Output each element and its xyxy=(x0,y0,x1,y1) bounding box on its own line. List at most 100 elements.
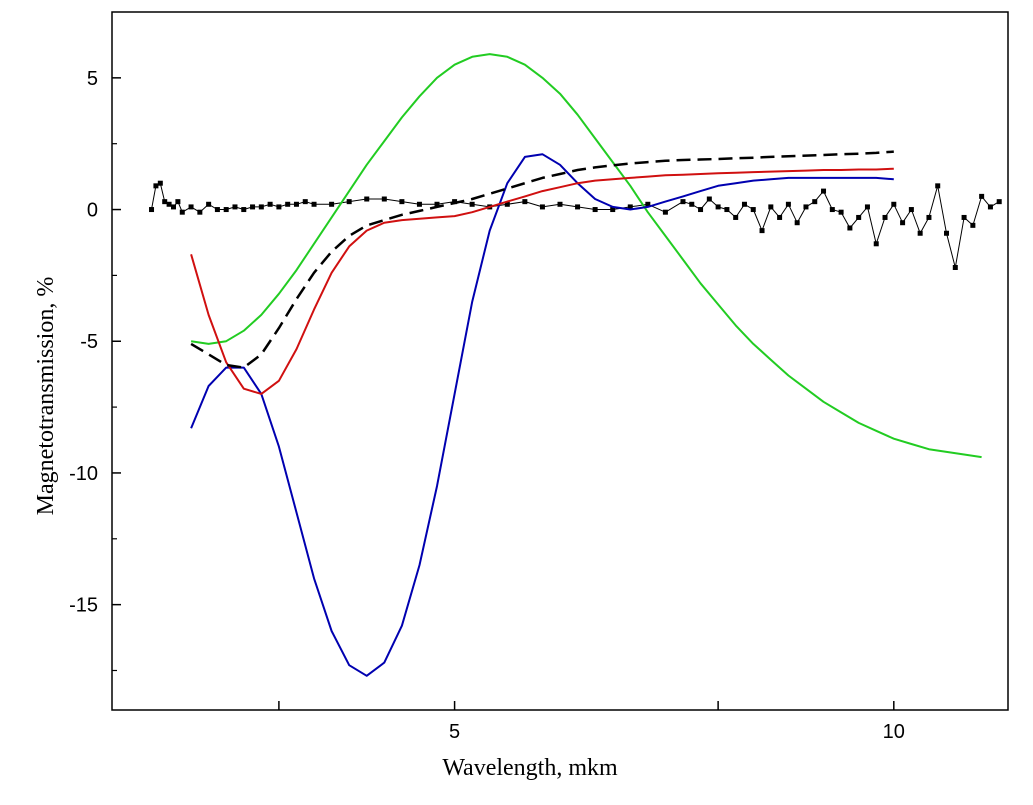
data-point xyxy=(539,204,545,210)
data-point xyxy=(706,196,712,202)
data-point xyxy=(777,214,783,220)
data-point xyxy=(935,183,941,189)
data-point xyxy=(724,207,730,213)
series-line-red xyxy=(190,167,894,395)
data-point xyxy=(873,241,879,247)
x-axis-title: Wavelength, mkm xyxy=(442,755,618,781)
data-point xyxy=(847,225,853,231)
data-point xyxy=(908,207,914,213)
data-point xyxy=(416,201,422,207)
data-point xyxy=(522,199,528,205)
data-point xyxy=(996,199,1002,205)
y-tick-label: 0 xyxy=(87,200,98,222)
data-point xyxy=(557,201,563,207)
data-point xyxy=(452,199,458,205)
data-point xyxy=(329,201,335,207)
data-point xyxy=(166,201,172,207)
data-point xyxy=(917,230,923,236)
data-point xyxy=(175,199,181,205)
y-tick-label: -15 xyxy=(69,595,98,617)
data-point xyxy=(149,207,155,213)
data-point xyxy=(232,204,238,210)
data-point xyxy=(715,204,721,210)
series-blue xyxy=(190,153,894,677)
data-point xyxy=(812,199,818,205)
series-experiment xyxy=(149,180,1002,270)
series-line-blue xyxy=(190,153,894,677)
data-point xyxy=(469,201,475,207)
data-point xyxy=(926,214,932,220)
series-red xyxy=(190,167,894,395)
data-point xyxy=(250,204,256,210)
data-point xyxy=(689,201,695,207)
data-point xyxy=(179,209,185,215)
series-line-dashed xyxy=(190,150,894,369)
data-point xyxy=(864,204,870,210)
data-point xyxy=(188,204,194,210)
x-tick-label: 5 xyxy=(449,721,460,743)
data-point xyxy=(157,180,163,186)
data-point xyxy=(153,183,159,189)
data-point xyxy=(970,222,976,228)
axes xyxy=(111,11,1009,711)
plot-frame xyxy=(111,11,1009,711)
data-point xyxy=(662,209,668,215)
data-point xyxy=(399,199,405,205)
data-point xyxy=(952,264,958,270)
data-point xyxy=(504,201,510,207)
data-point xyxy=(267,201,273,207)
data-point xyxy=(944,230,950,236)
data-point xyxy=(434,201,440,207)
data-point xyxy=(882,214,888,220)
data-point xyxy=(961,214,967,220)
data-point xyxy=(768,204,774,210)
data-point xyxy=(170,204,176,210)
data-point xyxy=(346,199,352,205)
data-point xyxy=(698,207,704,213)
data-point xyxy=(803,204,809,210)
data-point xyxy=(364,196,370,202)
data-point xyxy=(627,204,633,210)
series-layer xyxy=(149,53,1002,677)
data-point xyxy=(900,220,906,226)
data-point xyxy=(162,199,168,205)
data-point xyxy=(285,201,291,207)
data-point xyxy=(293,201,299,207)
data-point xyxy=(197,209,203,215)
data-point xyxy=(214,207,220,213)
x-tick-label: 10 xyxy=(883,721,905,743)
data-point xyxy=(821,188,827,194)
data-point xyxy=(575,204,581,210)
data-point xyxy=(785,201,791,207)
data-point xyxy=(206,201,212,207)
data-point xyxy=(750,207,756,213)
series-green xyxy=(190,53,982,459)
data-point xyxy=(979,193,985,199)
data-point xyxy=(610,207,616,213)
data-point xyxy=(381,196,387,202)
data-point xyxy=(987,204,993,210)
y-tick-label: 5 xyxy=(87,68,98,90)
data-point xyxy=(592,207,598,213)
data-point xyxy=(794,220,800,226)
data-point xyxy=(680,199,686,205)
series-dashed xyxy=(190,150,894,369)
data-point xyxy=(733,214,739,220)
data-point xyxy=(829,207,835,213)
data-point xyxy=(241,207,247,213)
y-axis-title: Magnetotransmission, % xyxy=(33,277,59,516)
data-point xyxy=(276,204,282,210)
y-tick-label: -10 xyxy=(69,463,98,485)
data-point xyxy=(223,207,229,213)
series-line-green xyxy=(190,53,982,459)
data-point xyxy=(258,204,264,210)
data-point xyxy=(741,201,747,207)
data-point xyxy=(311,201,317,207)
tick-labels: 5 0 -5 -10 -15 5 10 xyxy=(69,68,905,743)
data-point xyxy=(838,209,844,215)
data-point xyxy=(645,201,651,207)
data-point xyxy=(302,199,308,205)
data-point xyxy=(759,228,765,234)
data-point xyxy=(891,201,897,207)
